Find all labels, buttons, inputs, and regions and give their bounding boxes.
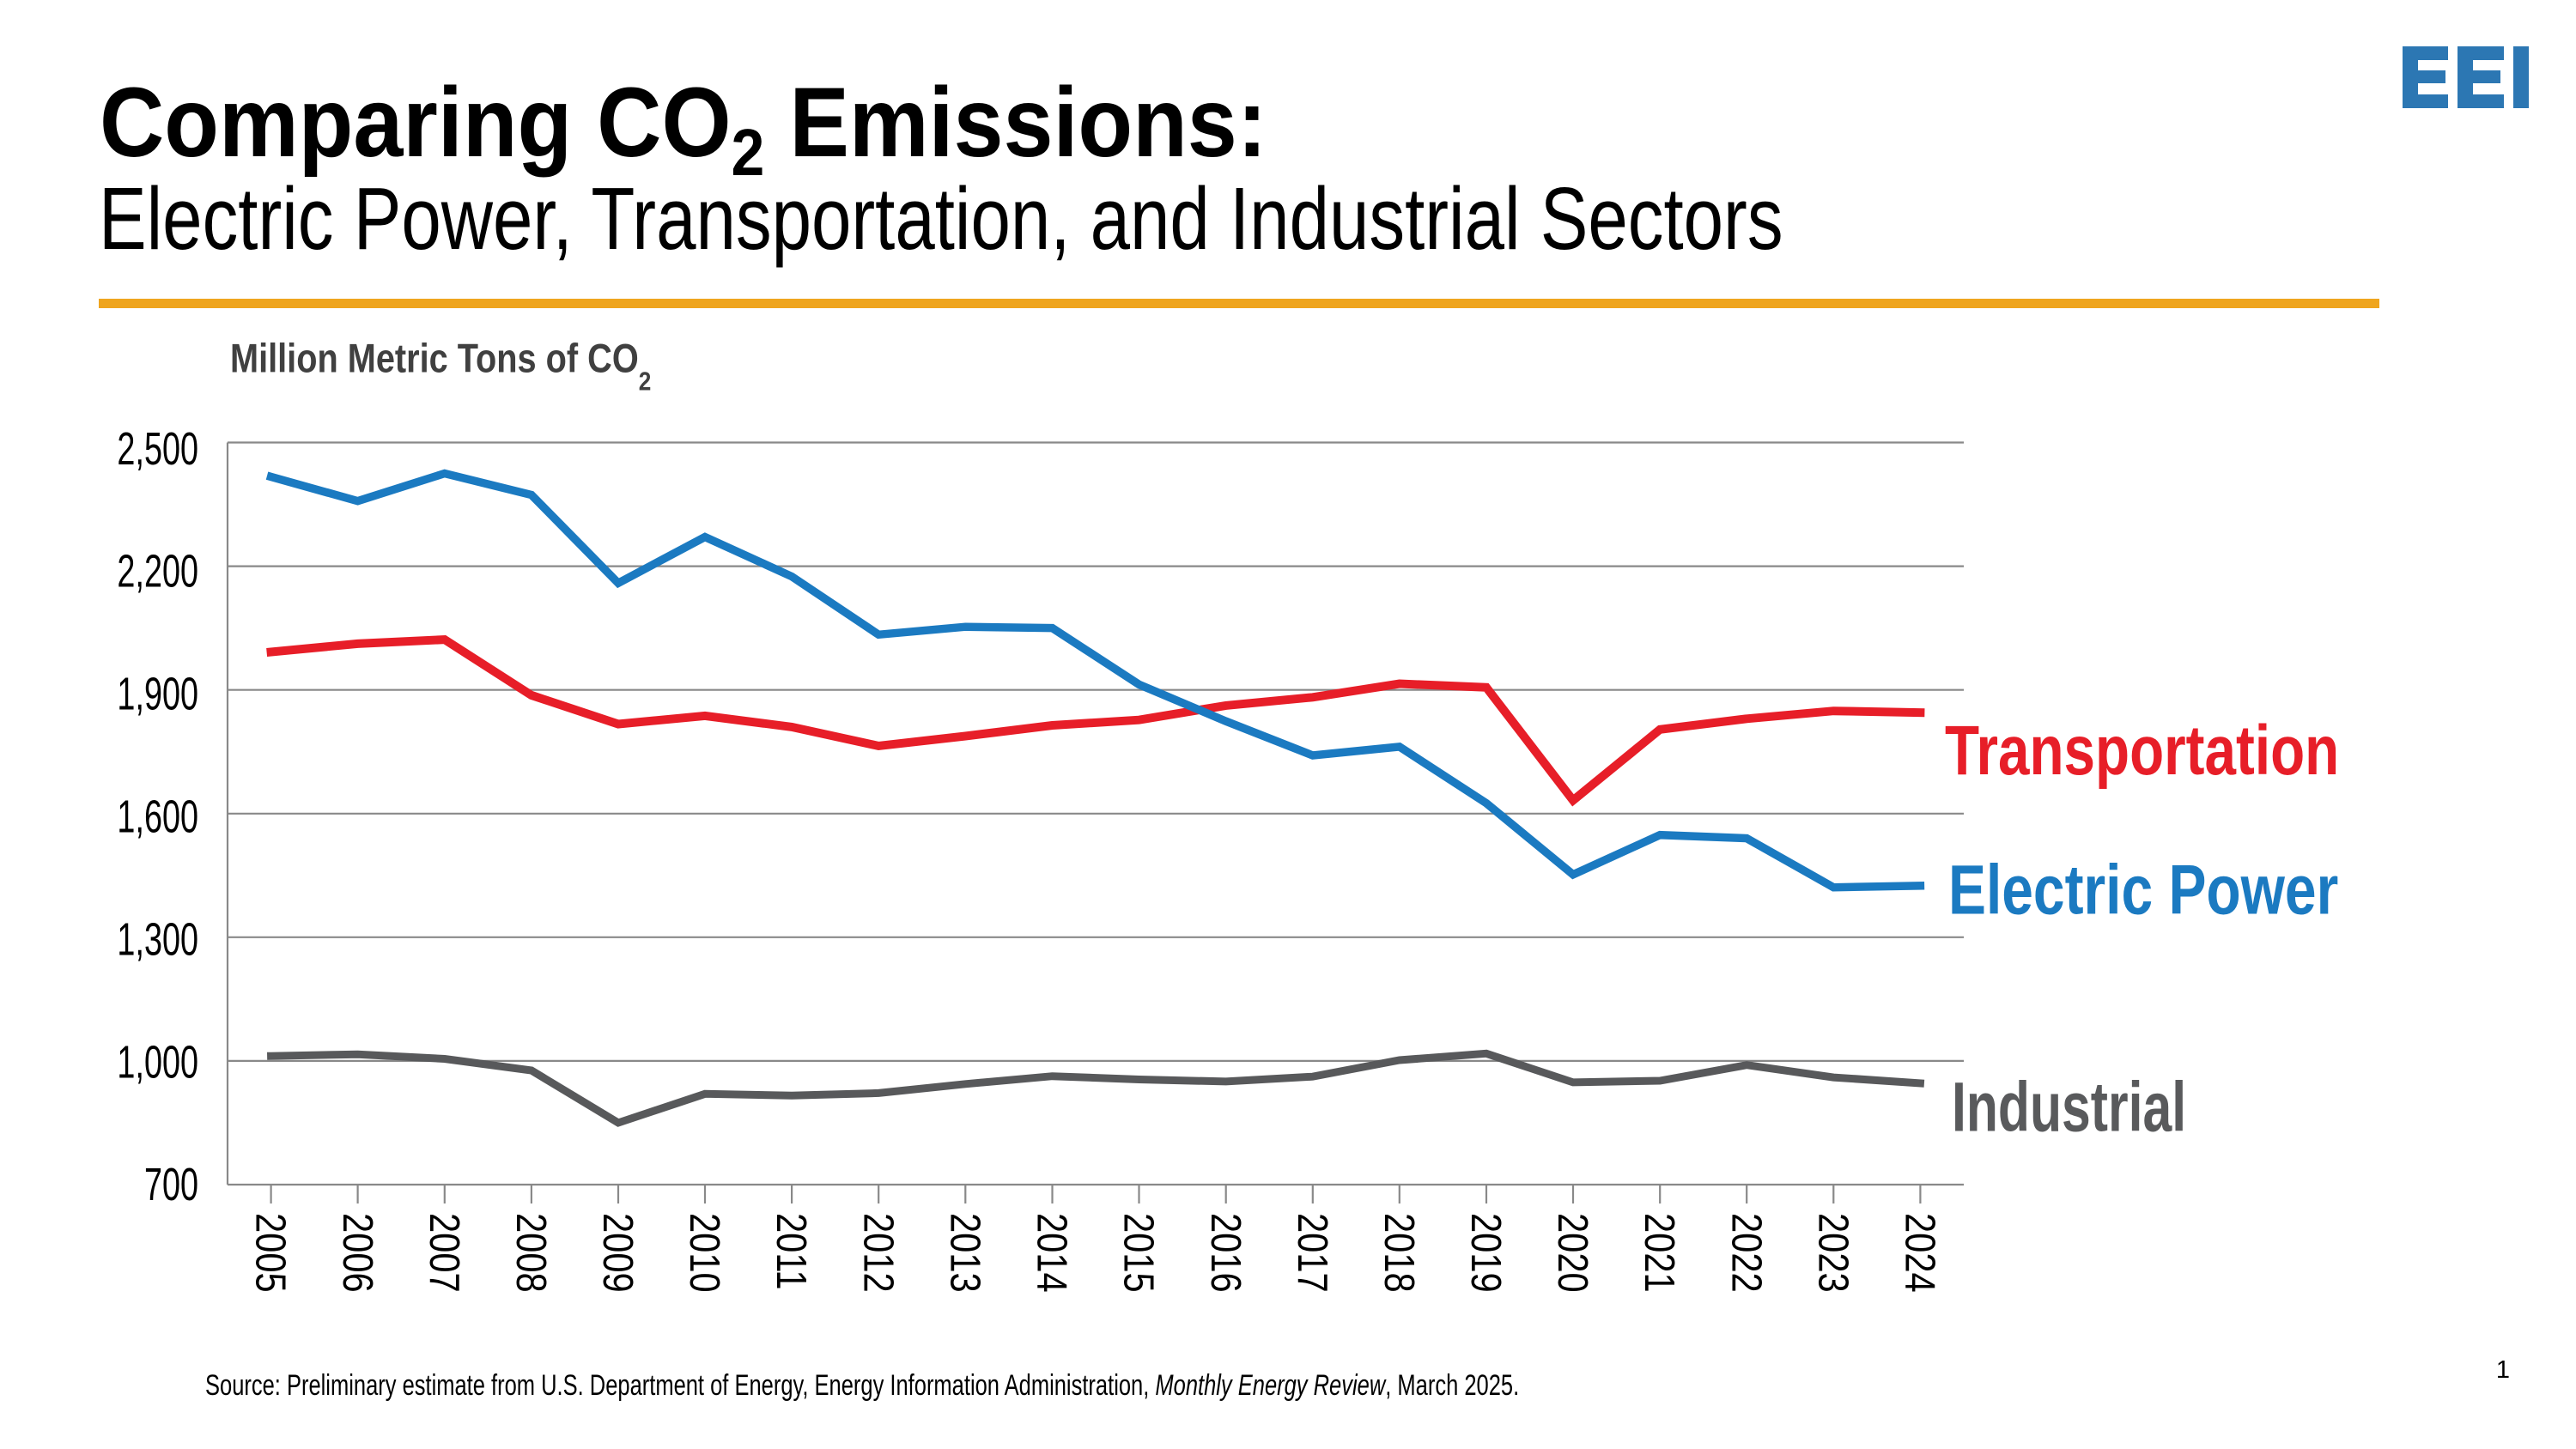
svg-text:2023: 2023 [1810,1213,1857,1293]
svg-text:2010: 2010 [681,1213,728,1293]
svg-text:2018: 2018 [1376,1213,1423,1293]
svg-text:1,600: 1,600 [117,791,198,842]
svg-text:2005: 2005 [247,1213,295,1293]
svg-text:2011: 2011 [768,1213,815,1290]
svg-text:Electric Power: Electric Power [1948,851,2338,929]
svg-text:Transportation: Transportation [1945,711,2339,790]
svg-text:1,900: 1,900 [117,668,198,719]
svg-text:2014: 2014 [1029,1213,1076,1293]
svg-text:2007: 2007 [421,1213,468,1293]
svg-text:2015: 2015 [1115,1213,1163,1293]
svg-text:2009: 2009 [594,1213,641,1293]
svg-text:2016: 2016 [1202,1213,1249,1293]
svg-text:2020: 2020 [1549,1213,1596,1293]
svg-text:2021: 2021 [1636,1213,1683,1293]
svg-text:2022: 2022 [1723,1213,1771,1293]
svg-text:1,300: 1,300 [117,913,198,965]
svg-text:2017: 2017 [1289,1213,1336,1293]
svg-text:2013: 2013 [942,1213,989,1293]
svg-text:Million Metric Tons of CO2: Million Metric Tons of CO2 [230,336,651,397]
svg-text:Industrial: Industrial [1952,1069,2186,1147]
svg-text:2008: 2008 [507,1213,555,1293]
svg-text:2,500: 2,500 [117,422,198,474]
svg-text:2006: 2006 [334,1213,381,1293]
svg-text:2012: 2012 [855,1213,902,1293]
svg-text:2,200: 2,200 [117,545,198,597]
svg-text:1,000: 1,000 [117,1036,198,1088]
svg-text:700: 700 [144,1159,198,1210]
svg-text:2024: 2024 [1897,1213,1944,1293]
svg-text:2019: 2019 [1462,1213,1510,1293]
